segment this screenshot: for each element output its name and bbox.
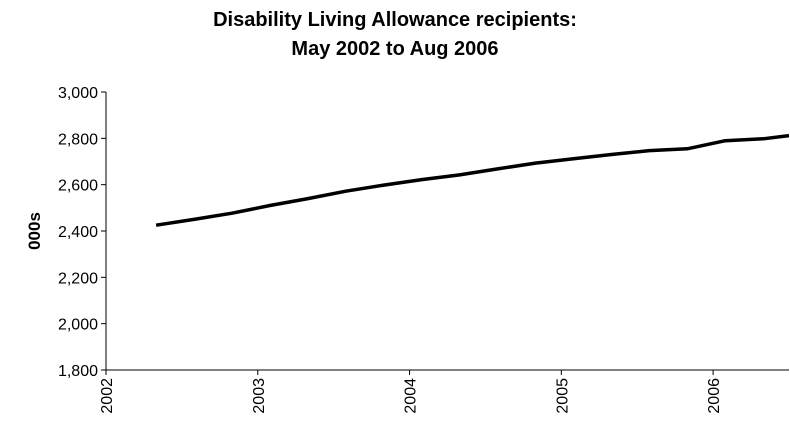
y-tick-label: 2,600 xyxy=(58,178,98,195)
chart-title-line-2: May 2002 to Aug 2006 xyxy=(291,38,499,60)
y-tick-label: 2,800 xyxy=(58,131,98,148)
y-tick-label: 2,400 xyxy=(58,224,98,241)
x-tick-label: 2006 xyxy=(706,378,723,414)
x-tick-label: 2003 xyxy=(251,378,268,414)
y-tick-label: 2,000 xyxy=(58,317,98,334)
x-tick-label: 2005 xyxy=(554,378,571,414)
series-line xyxy=(155,133,790,227)
y-tick-label: 3,000 xyxy=(58,85,98,102)
chart-title: Disability Living Allowance recipients: … xyxy=(0,6,790,64)
chart-title-line-1: Disability Living Allowance recipients: xyxy=(213,9,577,31)
y-tick-label: 2,200 xyxy=(58,270,98,287)
y-axis-title: 000s xyxy=(25,212,44,250)
x-tick-label: 2004 xyxy=(403,378,420,414)
y-tick-label: 1,800 xyxy=(58,363,98,380)
x-tick-label: 2002 xyxy=(99,378,116,414)
